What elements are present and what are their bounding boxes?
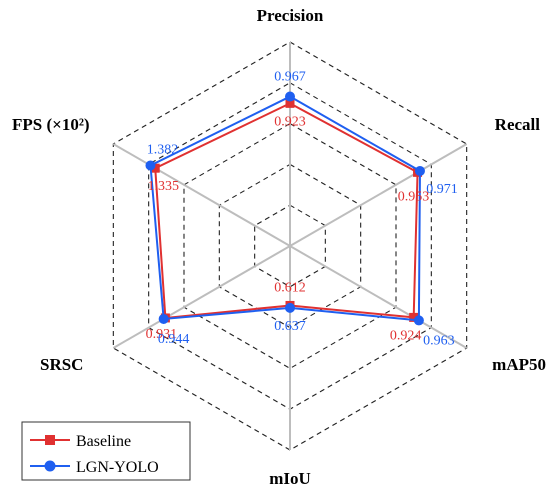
axis-label-miou: mIoU	[269, 469, 311, 488]
point-baseline-0	[285, 98, 295, 108]
radar-value-labels: 0.923 0.953 0.924 0.612 0.931 1.335 0.967 0.971…	[146, 70, 458, 349]
radar-series	[145, 91, 425, 326]
value-label-baseline-4: 0.931	[146, 327, 178, 342]
legend: Baseline LGN-YOLO	[21, 421, 191, 481]
axis-spoke-2	[289, 245, 468, 349]
axis-label-srsc: SRSC	[40, 355, 83, 374]
value-label-lgn-yolo-3: 0.637	[274, 319, 306, 334]
axis-label-map50: mAP50	[492, 355, 546, 374]
radar-axes	[112, 42, 468, 450]
axis-spoke-4	[112, 245, 291, 349]
point-lgn-yolo-0	[285, 91, 295, 102]
axis-label-precision: Precision	[257, 6, 324, 25]
value-label-baseline-5: 1.335	[147, 179, 179, 194]
point-lgn-yolo-4	[158, 313, 169, 324]
axis-spoke-1	[289, 143, 468, 247]
axis-label-fps: FPS (×10²)	[12, 115, 90, 134]
point-lgn-yolo-5	[145, 160, 156, 171]
value-label-lgn-yolo-2: 0.963	[423, 333, 455, 348]
value-label-baseline-0: 0.923	[274, 114, 306, 129]
value-label-lgn-yolo-0: 0.967	[274, 70, 306, 85]
point-lgn-yolo-2	[413, 315, 424, 326]
legend-item-baseline: Baseline	[30, 433, 131, 450]
value-label-baseline-2: 0.924	[390, 328, 422, 343]
value-label-lgn-yolo-5: 1.382	[147, 142, 179, 157]
legend-item-lgn-yolo: LGN-YOLO	[30, 459, 159, 476]
point-lgn-yolo-1	[414, 165, 425, 176]
value-label-lgn-yolo-1: 0.971	[426, 182, 458, 197]
value-label-baseline-3: 0.612	[274, 280, 306, 295]
value-label-lgn-yolo-4: 0.944	[158, 332, 190, 347]
radar-axis-labels: Precision Recall mAP50 mIoU SRSC FPS (×1…	[12, 6, 546, 488]
point-baseline-5	[150, 163, 160, 173]
point-baseline-2	[409, 312, 419, 322]
axis-label-recall: Recall	[495, 115, 541, 134]
legend-label-lgn-yolo: LGN-YOLO	[76, 459, 159, 476]
value-label-baseline-1: 0.953	[398, 189, 430, 204]
axis-spoke-5	[112, 143, 291, 247]
point-lgn-yolo-3	[285, 302, 295, 313]
legend-label-baseline: Baseline	[76, 433, 131, 450]
